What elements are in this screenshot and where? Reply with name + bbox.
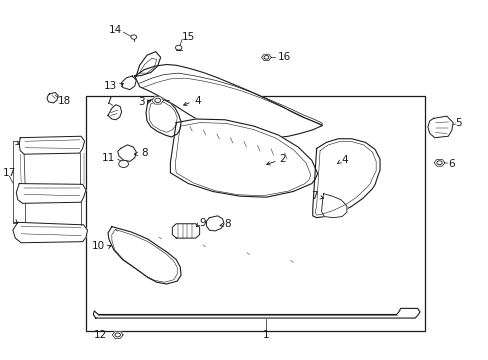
Circle shape [436, 161, 441, 165]
Text: 8: 8 [224, 219, 230, 229]
Text: 13: 13 [103, 81, 117, 91]
Text: 9: 9 [199, 218, 206, 228]
Circle shape [155, 98, 160, 103]
Text: 7: 7 [310, 191, 317, 201]
Text: 5: 5 [454, 118, 461, 128]
Polygon shape [13, 222, 87, 243]
Circle shape [175, 45, 182, 50]
Text: 8: 8 [141, 148, 147, 158]
Circle shape [264, 55, 268, 59]
Polygon shape [93, 309, 419, 318]
Polygon shape [19, 136, 84, 154]
Text: 3: 3 [138, 97, 144, 107]
Text: 4: 4 [194, 96, 201, 106]
Polygon shape [321, 194, 346, 218]
Polygon shape [170, 119, 317, 197]
Polygon shape [427, 116, 452, 138]
Text: 18: 18 [58, 96, 71, 106]
Circle shape [119, 160, 128, 167]
Polygon shape [261, 54, 271, 60]
Text: 11: 11 [102, 153, 115, 163]
Bar [86, 96, 424, 330]
Text: 17: 17 [3, 168, 16, 178]
Text: 15: 15 [182, 32, 195, 42]
Polygon shape [16, 184, 86, 203]
Polygon shape [47, 93, 58, 103]
Text: 10: 10 [91, 241, 104, 251]
Polygon shape [108, 105, 122, 120]
Polygon shape [118, 145, 136, 161]
Polygon shape [135, 64, 322, 138]
Text: 14: 14 [108, 25, 122, 35]
Polygon shape [108, 226, 181, 284]
Text: 4: 4 [340, 155, 347, 165]
Polygon shape [312, 139, 379, 218]
Text: 2: 2 [279, 154, 285, 164]
Text: 1: 1 [263, 330, 269, 340]
Text: 6: 6 [447, 159, 454, 169]
Polygon shape [433, 159, 444, 166]
Polygon shape [152, 97, 163, 104]
Circle shape [131, 35, 137, 39]
Polygon shape [172, 224, 199, 238]
Polygon shape [206, 216, 224, 231]
Polygon shape [122, 76, 136, 90]
Text: 7: 7 [104, 96, 111, 106]
Text: 12: 12 [94, 330, 107, 340]
Polygon shape [146, 98, 181, 137]
Text: 16: 16 [277, 52, 290, 62]
Polygon shape [136, 51, 160, 76]
Circle shape [115, 333, 120, 337]
Polygon shape [112, 332, 123, 338]
